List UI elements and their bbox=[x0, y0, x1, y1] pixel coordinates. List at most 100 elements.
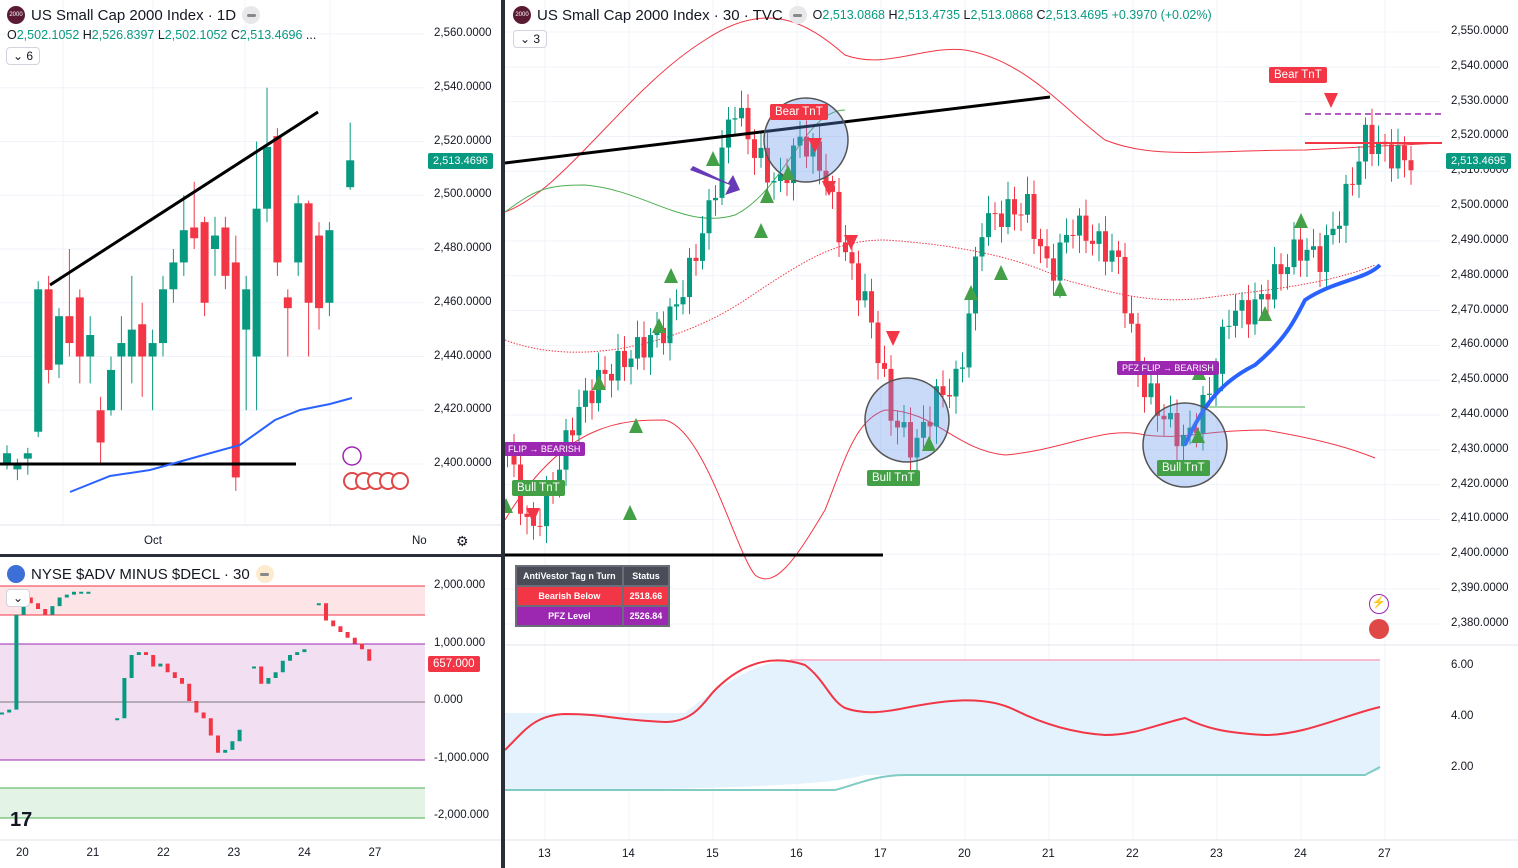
adv-decl-canvas[interactable] bbox=[0, 557, 501, 868]
candle-body bbox=[115, 718, 120, 721]
settings-icon[interactable]: ⚙ bbox=[456, 533, 469, 549]
daily-chart-canvas[interactable] bbox=[0, 0, 501, 555]
candle-body bbox=[1343, 183, 1349, 226]
hide-icon[interactable] bbox=[242, 6, 261, 24]
candle-body bbox=[667, 306, 673, 344]
bear-triangle-icon bbox=[844, 235, 858, 250]
axis-label: 2,450.0000 bbox=[1451, 373, 1509, 386]
candle-body bbox=[302, 649, 307, 653]
bull-triangle-icon bbox=[781, 165, 795, 180]
daily-chart-title[interactable]: 2000 US Small Cap 2000 Index · 1D bbox=[7, 6, 261, 24]
us-flag-icon bbox=[7, 565, 25, 583]
collapse-button[interactable]: ⌄ bbox=[6, 589, 31, 607]
candle-body bbox=[1376, 141, 1381, 155]
candle-body bbox=[122, 678, 127, 719]
time-label: 27 bbox=[1378, 848, 1391, 860]
candle-body bbox=[1116, 250, 1121, 257]
candle-body bbox=[65, 316, 74, 344]
axis-label: 0.000 bbox=[434, 694, 463, 706]
tradingview-logo[interactable]: 17 bbox=[10, 809, 33, 831]
candle-body bbox=[345, 632, 350, 638]
last-price-label: 2,513.4695 bbox=[1446, 153, 1512, 169]
axis-label: 2,520.0000 bbox=[1451, 129, 1509, 142]
candle-body bbox=[1239, 300, 1245, 311]
candle-body bbox=[1031, 194, 1037, 239]
candle-body bbox=[179, 230, 188, 263]
candle-body bbox=[1135, 323, 1141, 371]
bull-triangle-icon bbox=[505, 498, 513, 513]
candle-body bbox=[1103, 231, 1108, 262]
candle-body bbox=[700, 233, 705, 261]
daily-chart-pane[interactable]: 2000 US Small Cap 2000 Index · 1D O2,502.… bbox=[0, 0, 501, 555]
axis-label: 2,540.0000 bbox=[434, 80, 492, 93]
candle-body bbox=[72, 591, 76, 595]
candle-body bbox=[817, 141, 822, 171]
axis-label: 2,460.0000 bbox=[1451, 338, 1509, 351]
time-label: 22 bbox=[1126, 848, 1139, 860]
candle-body bbox=[674, 304, 679, 307]
candle-body bbox=[159, 289, 167, 344]
table-cell: PFZ Level bbox=[515, 605, 624, 627]
candle-body bbox=[557, 469, 562, 489]
adv-decl-title[interactable]: NYSE $ADV MINUS $DECL · 30 bbox=[7, 565, 274, 583]
intraday-chart-canvas[interactable] bbox=[505, 0, 1518, 868]
candle-body bbox=[211, 235, 219, 249]
hide-icon[interactable] bbox=[788, 6, 807, 24]
us-flag-icon[interactable] bbox=[1369, 619, 1389, 639]
candle-body bbox=[273, 136, 282, 263]
pane-divider[interactable] bbox=[501, 0, 505, 868]
candle-body bbox=[44, 289, 53, 370]
candle-body bbox=[901, 422, 907, 428]
intraday-chart-pane[interactable]: 2000 US Small Cap 2000 Index · 30 · TVC O… bbox=[505, 0, 1518, 868]
bull-triangle-icon bbox=[592, 375, 606, 390]
candle-body bbox=[237, 729, 242, 742]
candle-body bbox=[360, 643, 364, 650]
time-label: 23 bbox=[227, 847, 241, 859]
candle-body bbox=[165, 663, 170, 673]
bull-triangle-icon bbox=[1053, 281, 1067, 296]
candle-body bbox=[791, 145, 796, 184]
bull-tnt-tag: Bull TnT bbox=[512, 480, 565, 496]
bull-triangle-icon bbox=[652, 318, 666, 333]
candle-body bbox=[1311, 246, 1316, 250]
pane-divider[interactable] bbox=[0, 554, 501, 557]
candle-body bbox=[201, 712, 206, 719]
bull-triangle-icon bbox=[922, 436, 936, 451]
candle-body bbox=[288, 655, 292, 661]
axis-label: 2,540.0000 bbox=[1451, 59, 1509, 72]
time-label: 20 bbox=[16, 847, 29, 859]
bull-triangle-icon bbox=[760, 188, 774, 203]
candle-body bbox=[216, 735, 220, 753]
candle-body bbox=[1304, 249, 1310, 261]
candle-body bbox=[1226, 325, 1232, 327]
time-label: 21 bbox=[1042, 848, 1055, 860]
candle-body bbox=[208, 718, 213, 736]
intraday-chart-title[interactable]: 2000 US Small Cap 2000 Index · 30 · TVC O… bbox=[513, 6, 1212, 24]
bull-triangle-icon bbox=[629, 418, 643, 433]
lightning-icon[interactable]: ⚡ bbox=[1369, 594, 1389, 614]
indicators-collapse-button[interactable]: ⌄ 6 bbox=[6, 47, 41, 65]
axis-label: 2,430.0000 bbox=[1451, 442, 1509, 455]
axis-label: 2,530.0000 bbox=[1451, 94, 1509, 107]
highlight-circle bbox=[864, 377, 950, 463]
axis-label: 2,420.0000 bbox=[1451, 477, 1509, 490]
market-hours-icon[interactable] bbox=[255, 565, 274, 583]
candle-body bbox=[7, 709, 12, 713]
adv-decl-pane[interactable]: NYSE $ADV MINUS $DECL · 30 ⌄ 2,000.000 1,… bbox=[0, 557, 501, 868]
candle-body bbox=[1220, 326, 1225, 374]
candle-body bbox=[158, 663, 163, 667]
candle-body bbox=[231, 262, 240, 478]
table-cell: Bearish Below bbox=[515, 585, 624, 607]
candle-body bbox=[200, 222, 209, 303]
candle-body bbox=[138, 324, 147, 357]
candle-body bbox=[1272, 264, 1277, 300]
candle-body bbox=[136, 652, 141, 655]
candle-body bbox=[752, 139, 757, 158]
last-value-label: 657.000 bbox=[428, 656, 480, 672]
candle-body bbox=[719, 147, 725, 198]
candle-body bbox=[706, 200, 712, 234]
candle-body bbox=[1389, 144, 1394, 169]
indicators-collapse-button[interactable]: ⌄ 3 bbox=[513, 30, 548, 48]
candle-body bbox=[771, 180, 777, 183]
flip-bearish-tag: FLIP → BEARISH bbox=[505, 442, 586, 456]
